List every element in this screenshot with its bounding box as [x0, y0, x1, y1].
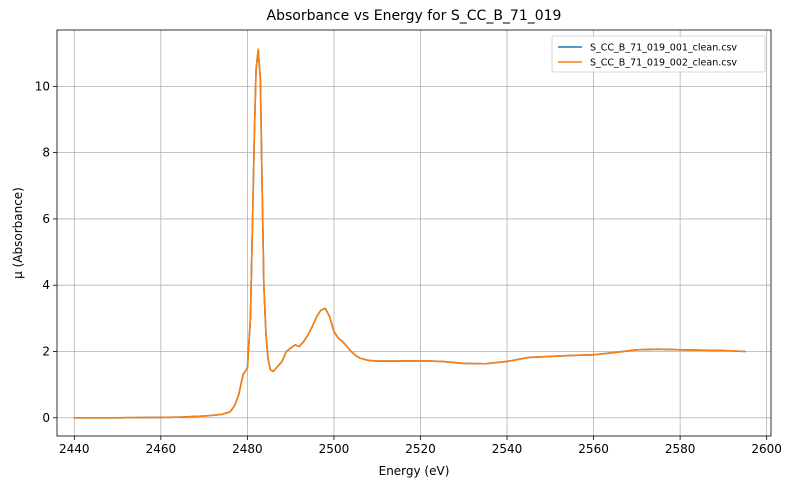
axis-ticks: 2440 2460 2480 2500 2520 2540 2560 2580 2600 0 2 4 6…	[35, 79, 782, 456]
legend-label-series-1: S_CC_B_71_019_001_clean.csv	[590, 43, 737, 54]
y-tick-label: 10	[35, 79, 50, 93]
plot-frame	[56, 29, 772, 437]
x-tick-label: 2500	[319, 442, 350, 456]
x-tick-label: 2540	[492, 442, 523, 456]
x-tick-label: 2480	[232, 442, 263, 456]
series-line-2	[73, 48, 746, 419]
legend: S_CC_B_71_019_001_clean.csv S_CC_B_71_01…	[551, 35, 766, 73]
y-axis-title: μ (Absorbance)	[11, 187, 25, 279]
y-tick-label: 6	[42, 212, 50, 226]
y-tick-label: 4	[42, 278, 50, 292]
x-axis-title: Energy (eV)	[379, 464, 450, 478]
legend-box	[551, 35, 766, 73]
x-tick-label: 2440	[59, 442, 90, 456]
chart-title: Absorbance vs Energy for S_CC_B_71_019	[267, 8, 562, 24]
x-tick-label: 2520	[405, 442, 436, 456]
legend-label-series-2: S_CC_B_71_019_002_clean.csv	[590, 58, 737, 69]
y-tick-label: 8	[42, 146, 50, 160]
x-tick-label: 2600	[751, 442, 782, 456]
x-tick-label: 2460	[146, 442, 177, 456]
grid-lines	[57, 30, 771, 436]
series-lines	[73, 48, 746, 419]
x-tick-label: 2560	[578, 442, 609, 456]
y-tick-label: 0	[42, 411, 50, 425]
x-tick-label: 2580	[665, 442, 696, 456]
y-tick-label: 2	[42, 344, 50, 358]
